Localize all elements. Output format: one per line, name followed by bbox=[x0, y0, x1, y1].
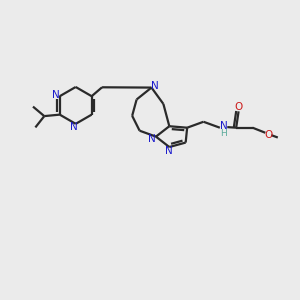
Text: N: N bbox=[165, 146, 173, 156]
Text: N: N bbox=[151, 80, 159, 91]
Text: N: N bbox=[148, 134, 156, 144]
Text: O: O bbox=[265, 130, 273, 140]
Text: N: N bbox=[220, 121, 227, 131]
Text: H: H bbox=[220, 129, 227, 138]
Text: N: N bbox=[70, 122, 78, 132]
Text: O: O bbox=[234, 102, 243, 112]
Text: N: N bbox=[52, 90, 60, 100]
